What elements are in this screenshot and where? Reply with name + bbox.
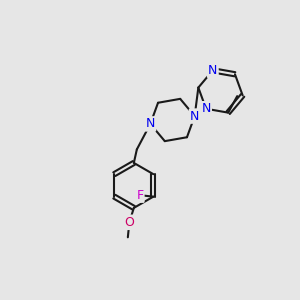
Text: N: N bbox=[201, 102, 211, 115]
Text: N: N bbox=[208, 64, 218, 77]
Text: F: F bbox=[136, 189, 143, 202]
Text: N: N bbox=[146, 117, 155, 130]
Text: O: O bbox=[124, 216, 134, 229]
Text: N: N bbox=[190, 110, 199, 123]
